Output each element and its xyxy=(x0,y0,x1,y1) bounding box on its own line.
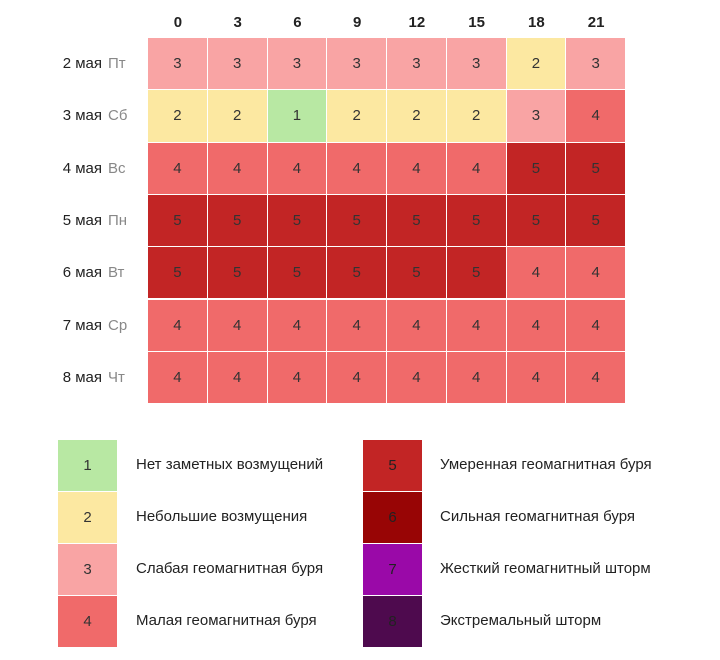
heatmap-cell: 4 xyxy=(267,142,327,194)
row-date-label: 4 мая xyxy=(62,159,102,177)
heatmap-cell: 2 xyxy=(327,90,386,142)
row-weekday-label: Чт xyxy=(108,368,125,386)
heatmap-cell: 3 xyxy=(207,38,267,90)
heatmap-cell: 2 xyxy=(207,90,267,142)
heatmap-cell: 5 xyxy=(506,142,566,194)
legend-swatch: 8 xyxy=(363,596,422,647)
heatmap-cell: 4 xyxy=(566,247,625,299)
heatmap-cell: 2 xyxy=(387,90,446,142)
heatmap-cell: 5 xyxy=(327,247,386,299)
heatmap-cell: 5 xyxy=(506,194,566,247)
legend-swatch: 5 xyxy=(363,440,422,491)
heatmap-cell: 3 xyxy=(267,38,327,90)
heatmap-cell: 4 xyxy=(446,351,506,404)
heatmap-cell: 5 xyxy=(566,194,625,247)
heatmap-cell: 4 xyxy=(267,299,327,351)
column-header-hour: 21 xyxy=(587,14,605,31)
heatmap-cell: 4 xyxy=(207,142,267,194)
row-date-label: 2 мая xyxy=(62,55,102,72)
heatmap-cell: 4 xyxy=(387,299,446,351)
row-weekday-label: Ср xyxy=(108,316,128,334)
legend-label: Слабая геомагнитная буря xyxy=(136,560,324,577)
legend-swatch: 6 xyxy=(363,492,422,543)
column-header-hour: 6 xyxy=(293,14,302,31)
heatmap-cell: 4 xyxy=(566,351,625,404)
column-header-hour: 9 xyxy=(352,14,362,31)
row-weekday-label: Сб xyxy=(108,107,128,125)
legend-swatch: 4 xyxy=(58,596,117,647)
heatmap-cell: 5 xyxy=(148,194,207,247)
row-date-label: 7 мая xyxy=(62,316,102,334)
heatmap-cell: 3 xyxy=(506,90,566,142)
column-header-hour: 12 xyxy=(408,14,426,31)
heatmap-cell: 4 xyxy=(387,351,446,404)
heatmap-cell: 4 xyxy=(446,142,506,194)
legend-label: Сильная геомагнитная буря xyxy=(440,508,635,525)
heatmap-cell: 2 xyxy=(506,38,566,90)
legend-label: Умеренная геомагнитная буря xyxy=(440,456,652,473)
heatmap-cell: 4 xyxy=(506,299,566,351)
heatmap-cell: 4 xyxy=(566,299,625,351)
column-header-hour: 0 xyxy=(173,14,183,31)
legend-swatch: 1 xyxy=(58,440,117,491)
heatmap-cell: 3 xyxy=(148,38,207,90)
row-date-label: 5 мая xyxy=(62,211,102,229)
heatmap-cell: 3 xyxy=(327,38,386,90)
heatmap-cell: 5 xyxy=(446,194,506,247)
legend-label: Малая геомагнитная буря xyxy=(136,612,317,629)
heatmap-cell: 4 xyxy=(148,351,207,404)
heatmap-cell: 1 xyxy=(267,90,327,142)
row-weekday-label: Пн xyxy=(108,211,128,229)
heatmap-cell: 4 xyxy=(327,299,386,351)
heatmap-cell: 4 xyxy=(327,142,386,194)
row-weekday-label: Пт xyxy=(108,55,126,72)
column-header-hour: 3 xyxy=(233,14,242,31)
heatmap-cell: 5 xyxy=(446,247,506,299)
heatmap-cell: 3 xyxy=(446,38,506,90)
heatmap-cell: 5 xyxy=(207,194,267,247)
heatmap-cell: 4 xyxy=(387,142,446,194)
heatmap-cell: 4 xyxy=(148,142,207,194)
heatmap-cell: 4 xyxy=(207,299,267,351)
legend-label: Экстремальный шторм xyxy=(440,612,602,629)
row-date-label: 8 мая xyxy=(62,368,102,386)
legend-label: Жесткий геомагнитный шторм xyxy=(440,560,651,577)
heatmap-cell: 4 xyxy=(207,351,267,404)
row-weekday-label: Вт xyxy=(108,264,125,282)
heatmap-cell: 4 xyxy=(327,351,386,404)
legend-label: Нет заметных возмущений xyxy=(136,456,324,473)
heatmap-cell: 3 xyxy=(387,38,446,90)
legend-swatch: 7 xyxy=(363,544,422,595)
row-date-label: 3 мая xyxy=(62,107,102,125)
heatmap-cell: 4 xyxy=(506,351,566,404)
heatmap-cell: 5 xyxy=(387,194,446,247)
row-weekday-label: Вс xyxy=(108,159,126,177)
heatmap-cell: 5 xyxy=(207,247,267,299)
heatmap-cell: 5 xyxy=(267,247,327,299)
heatmap-cell: 4 xyxy=(148,299,207,351)
row-date-label: 6 мая xyxy=(62,264,102,282)
heatmap-cell: 5 xyxy=(387,247,446,299)
heatmap-cell: 5 xyxy=(148,247,207,299)
column-header-hour: 18 xyxy=(528,14,545,31)
heatmap-cell: 2 xyxy=(446,90,506,142)
heatmap-cell: 5 xyxy=(327,194,386,247)
heatmap-cell: 4 xyxy=(566,90,625,142)
heatmap-cell: 4 xyxy=(506,247,566,299)
heatmap-cell: 5 xyxy=(566,142,625,194)
heatmap-cell: 3 xyxy=(566,38,625,90)
heatmap-cell: 4 xyxy=(446,299,506,351)
column-header-hour: 15 xyxy=(468,14,485,31)
heatmap-cell: 2 xyxy=(148,90,207,142)
heatmap-cell: 5 xyxy=(267,194,327,247)
heatmap-cell: 4 xyxy=(267,351,327,404)
legend-swatch: 3 xyxy=(58,544,117,595)
legend-label: Небольшие возмущения xyxy=(136,508,308,525)
legend-swatch: 2 xyxy=(58,492,117,543)
